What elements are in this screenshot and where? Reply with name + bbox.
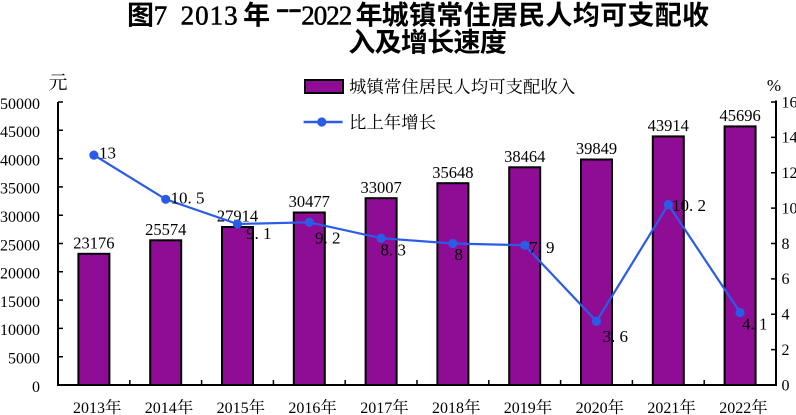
svg-text:9. 2: 9. 2 <box>315 229 341 248</box>
svg-text:2: 2 <box>782 342 790 359</box>
svg-text:2018: 2018 <box>432 400 464 415</box>
svg-text:8: 8 <box>782 236 790 253</box>
svg-text:2014: 2014 <box>145 400 177 415</box>
svg-text:13: 13 <box>99 144 116 163</box>
svg-text:12: 12 <box>782 165 796 182</box>
svg-text:33007: 33007 <box>360 178 401 197</box>
svg-text:35648: 35648 <box>432 163 473 182</box>
svg-text:15000: 15000 <box>0 294 40 311</box>
svg-text:4: 4 <box>782 307 790 324</box>
svg-text:8: 8 <box>455 245 464 264</box>
svg-text:2022: 2022 <box>301 1 352 31</box>
svg-text:30000: 30000 <box>0 209 40 226</box>
svg-text:%: % <box>767 76 781 95</box>
svg-text:3. 6: 3. 6 <box>603 327 629 346</box>
svg-text:2021: 2021 <box>647 400 679 415</box>
svg-text:0: 0 <box>32 379 40 396</box>
svg-text:7. 9: 7. 9 <box>529 238 555 257</box>
svg-text:40000: 40000 <box>0 152 40 169</box>
svg-text:25574: 25574 <box>145 220 186 239</box>
svg-text:2013: 2013 <box>73 400 105 415</box>
svg-text:23176: 23176 <box>73 233 114 252</box>
svg-text:10: 10 <box>782 200 796 217</box>
svg-text:50000: 50000 <box>0 96 40 113</box>
svg-text:38464: 38464 <box>504 147 545 166</box>
svg-text:2019: 2019 <box>504 400 536 415</box>
svg-text:45696: 45696 <box>719 106 760 125</box>
svg-text:2013: 2013 <box>181 1 239 31</box>
svg-text:0: 0 <box>782 377 790 394</box>
svg-text:6: 6 <box>782 271 790 288</box>
svg-text:2015: 2015 <box>217 400 249 415</box>
svg-text:43914: 43914 <box>648 116 689 135</box>
svg-text:30477: 30477 <box>289 192 330 211</box>
svg-text:2017: 2017 <box>360 400 392 415</box>
svg-text:10. 2: 10. 2 <box>672 196 706 215</box>
svg-text:2016: 2016 <box>288 400 320 415</box>
svg-text:7: 7 <box>154 1 168 31</box>
svg-text:25000: 25000 <box>0 237 40 254</box>
svg-text:5000: 5000 <box>8 351 40 368</box>
svg-text:2022: 2022 <box>719 400 751 415</box>
svg-text:16: 16 <box>782 94 796 111</box>
svg-text:4. 1: 4. 1 <box>742 315 768 334</box>
svg-text:20000: 20000 <box>0 266 40 283</box>
svg-text:8. 3: 8. 3 <box>381 241 407 260</box>
svg-text:39849: 39849 <box>576 139 617 158</box>
svg-text:35000: 35000 <box>0 181 40 198</box>
svg-text:2020: 2020 <box>576 400 608 415</box>
svg-text:9. 1: 9. 1 <box>246 224 272 243</box>
svg-text:45000: 45000 <box>0 124 40 141</box>
svg-text:10. 5: 10. 5 <box>171 189 205 208</box>
svg-text:10000: 10000 <box>0 322 40 339</box>
svg-text:14: 14 <box>782 130 796 147</box>
